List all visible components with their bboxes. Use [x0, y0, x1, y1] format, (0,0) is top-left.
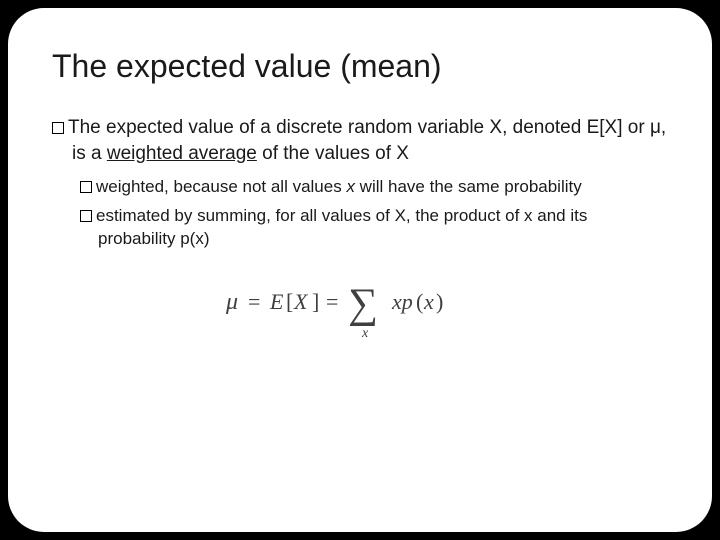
sub-bullet-2-prefix: estimated by summing, for all values of … [96, 206, 587, 248]
bullet-square-icon [52, 122, 64, 134]
sub-bullet-1-italic: x [346, 177, 355, 196]
formula-svg: μ = E [ X ] = ∑ x xp ( x ) [220, 275, 500, 345]
main-bullet-underlined: weighted average [107, 143, 257, 164]
svg-text:x: x [423, 289, 434, 314]
bullet-square-icon [80, 181, 92, 193]
slide-container: The expected value (mean) The expected v… [8, 8, 712, 532]
bullet-square-icon [80, 210, 92, 222]
sub-bullet-1-prefix: weighted, because not all values [96, 177, 346, 196]
svg-text:[: [ [286, 289, 293, 314]
svg-text:=: = [326, 289, 338, 314]
svg-text:): ) [436, 289, 443, 314]
svg-text:=: = [248, 289, 260, 314]
sub-bullet-1: weighted, because not all values x will … [80, 176, 668, 199]
svg-text:μ: μ [225, 289, 238, 315]
svg-text:X: X [293, 289, 309, 314]
svg-text:(: ( [416, 289, 423, 314]
sub-bullet-1-suffix: will have the same probability [355, 177, 582, 196]
sub-bullet-2: estimated by summing, for all values of … [80, 205, 668, 251]
svg-text:]: ] [312, 289, 319, 314]
main-bullet: The expected value of a discrete random … [52, 115, 668, 166]
main-bullet-suffix: of the values of X [257, 143, 409, 164]
svg-text:E: E [269, 289, 284, 314]
svg-text:x: x [361, 326, 369, 341]
formula-container: μ = E [ X ] = ∑ x xp ( x ) [52, 275, 668, 350]
slide-title: The expected value (mean) [52, 48, 668, 85]
svg-text:∑: ∑ [348, 281, 378, 327]
svg-text:xp: xp [391, 289, 413, 314]
